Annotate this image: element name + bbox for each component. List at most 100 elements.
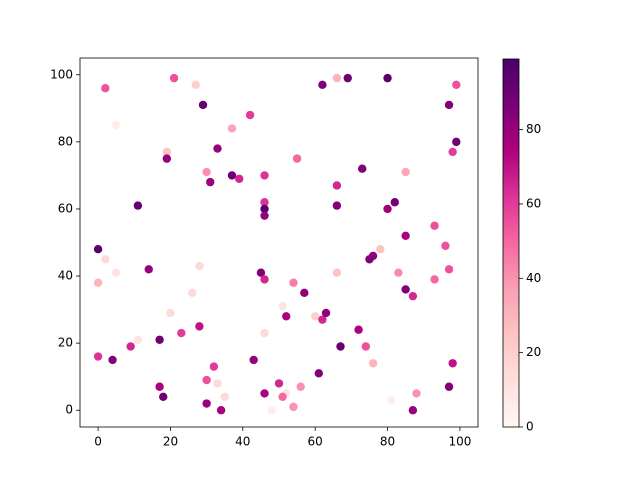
scatter-point [93, 352, 103, 361]
scatter-point [444, 100, 454, 110]
x-tick-label: 0 [94, 435, 102, 449]
scatter-point [195, 322, 204, 331]
scatter-point [444, 382, 454, 391]
scatter-point [216, 406, 226, 415]
scatter-point [430, 275, 439, 284]
y-tick-label: 20 [58, 336, 73, 350]
y-tick-label: 60 [58, 201, 73, 215]
scatter-point [227, 124, 237, 133]
scatter-point [336, 342, 345, 351]
scatter-point [260, 389, 269, 398]
scatter-point [108, 355, 117, 365]
scatter-point [278, 392, 287, 402]
scatter-point [412, 389, 421, 398]
scatter-point [383, 73, 392, 83]
scatter-point [166, 308, 175, 318]
scatter-point [368, 359, 378, 368]
scatter-point [133, 335, 143, 344]
scatter-point [376, 245, 385, 254]
scatter-point [227, 171, 237, 180]
scatter-point [343, 73, 352, 83]
scatter-point [93, 278, 103, 287]
scatter-point [260, 328, 269, 338]
scatter-point [292, 154, 302, 163]
x-tick-label: 40 [235, 435, 250, 449]
scatter-point [260, 171, 269, 180]
scatter-point [101, 83, 110, 93]
scatter-point [126, 342, 135, 351]
scatter-point [321, 308, 331, 318]
scatter-point [300, 288, 309, 298]
colorbar-tick-label: 0 [526, 420, 534, 434]
scatter-point [245, 110, 255, 120]
scatter-point [386, 395, 396, 405]
scatter-point [209, 362, 219, 371]
scatter-point [213, 379, 222, 388]
scatter-point [111, 268, 121, 277]
scatter-point [256, 268, 266, 277]
y-tick-label: 40 [58, 269, 73, 283]
scatter-point [235, 174, 244, 183]
scatter-point [332, 201, 342, 210]
scatter-point [155, 382, 164, 391]
scatter-point [169, 73, 179, 83]
scatter-point [401, 231, 410, 240]
scatter-point [448, 359, 457, 368]
scatter-point [365, 255, 374, 264]
y-tick-label: 0 [65, 403, 73, 417]
colorbar-tick-label: 60 [526, 196, 541, 210]
scatter-point [332, 268, 342, 277]
plot-frame [79, 57, 479, 428]
scatter-point [249, 355, 258, 365]
scatter-point [278, 302, 287, 311]
scatter-point [318, 80, 327, 90]
scatter-point [430, 221, 439, 230]
x-tick-label: 100 [448, 435, 471, 449]
scatter-point [191, 80, 200, 90]
scatter-point [361, 342, 371, 351]
scatter-point [155, 335, 164, 344]
x-tick-label: 20 [163, 435, 178, 449]
scatter-point [452, 80, 461, 90]
scatter-point [274, 379, 284, 388]
scatter-point [101, 255, 110, 264]
scatter-point [187, 288, 197, 298]
scatter-point [206, 177, 215, 187]
scatter-point [133, 201, 143, 210]
scatter-point [267, 406, 276, 415]
scatter-point [408, 291, 418, 301]
colorbar-tick-label: 20 [526, 345, 541, 359]
scatter-point [213, 144, 222, 153]
scatter-point [159, 392, 168, 402]
x-tick-label: 80 [380, 435, 395, 449]
scatter-point [332, 181, 342, 190]
scatter-point [452, 137, 461, 147]
scatter-point [383, 204, 392, 214]
colorbar-tick-label: 40 [526, 271, 541, 285]
scatter-point [408, 406, 418, 415]
scatter-point [220, 392, 229, 402]
scatter-point [310, 312, 320, 321]
colorbar-frame [502, 58, 520, 428]
scatter-point [162, 154, 172, 163]
scatter-point [448, 147, 457, 157]
scatter-point [314, 369, 323, 378]
scatter-point [162, 147, 172, 157]
scatter-point [444, 265, 454, 274]
scatter-point [202, 375, 211, 385]
scatter-point [401, 285, 410, 294]
scatter-point [111, 120, 121, 130]
scatter-point [390, 198, 399, 207]
scatter-point [282, 312, 291, 321]
scatter-point [202, 167, 211, 177]
scatter-point [260, 198, 269, 207]
scatter-point [260, 211, 269, 220]
scatter-point [177, 328, 186, 338]
x-tick-label: 60 [308, 435, 323, 449]
scatter-point [289, 402, 298, 412]
colorbar [503, 59, 519, 427]
scatter-point [358, 164, 367, 173]
colorbar-tick-label: 80 [526, 122, 541, 136]
scatter-point [195, 261, 204, 271]
